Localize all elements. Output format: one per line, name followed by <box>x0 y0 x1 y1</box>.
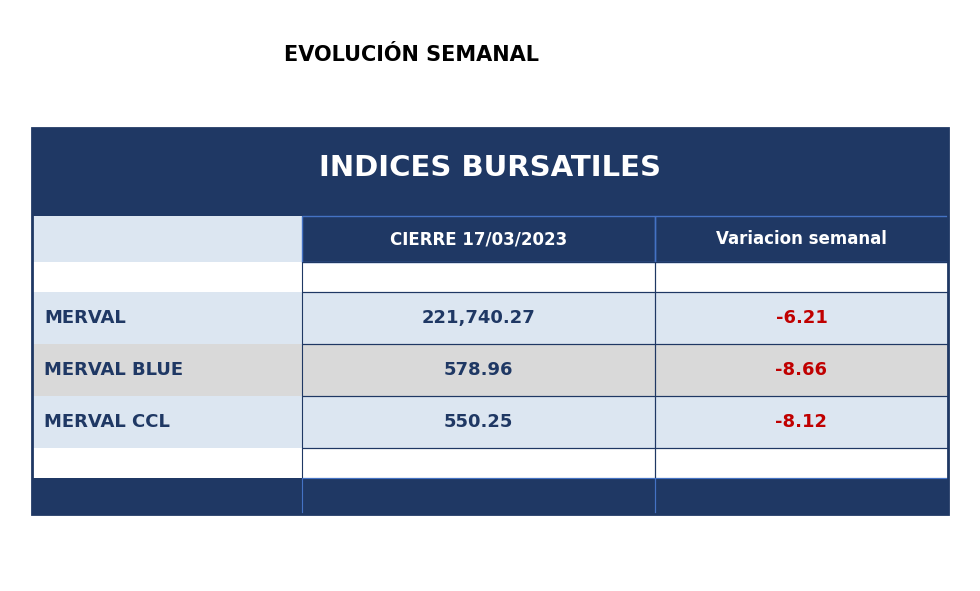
Text: MERVAL CCL: MERVAL CCL <box>44 413 170 431</box>
Text: 578.96: 578.96 <box>444 361 514 379</box>
Text: INDICES BURSATILES: INDICES BURSATILES <box>319 154 661 182</box>
Bar <box>32 292 302 344</box>
Bar <box>655 396 948 448</box>
Text: -8.12: -8.12 <box>775 413 827 431</box>
Bar <box>32 448 948 478</box>
Bar <box>302 216 655 262</box>
Bar <box>655 448 948 478</box>
Bar <box>302 292 655 344</box>
Text: Variacion semanal: Variacion semanal <box>716 230 887 248</box>
Bar <box>655 396 948 448</box>
Bar <box>655 216 948 262</box>
Text: 221,740.27: 221,740.27 <box>421 309 535 327</box>
Bar <box>32 128 948 208</box>
Bar <box>655 344 948 396</box>
Text: 550.25: 550.25 <box>444 413 514 431</box>
Bar <box>32 262 948 292</box>
Bar <box>32 478 948 514</box>
Bar <box>302 262 655 292</box>
Bar <box>302 448 655 478</box>
Text: MERVAL: MERVAL <box>44 309 125 327</box>
Bar <box>302 396 655 448</box>
Bar <box>655 292 948 344</box>
Text: -8.66: -8.66 <box>775 361 827 379</box>
Bar <box>655 262 948 292</box>
Bar <box>655 216 948 262</box>
Bar <box>302 344 655 396</box>
Bar <box>32 396 302 448</box>
Bar <box>655 292 948 344</box>
Bar <box>655 344 948 396</box>
Text: CIERRE 17/03/2023: CIERRE 17/03/2023 <box>390 230 567 248</box>
Text: -6.21: -6.21 <box>775 309 827 327</box>
Bar <box>302 216 655 262</box>
Text: MERVAL BLUE: MERVAL BLUE <box>44 361 183 379</box>
Bar <box>302 478 655 514</box>
Bar <box>32 344 302 396</box>
Text: EVOLUCIÓN SEMANAL: EVOLUCIÓN SEMANAL <box>284 45 539 65</box>
Bar <box>302 292 655 344</box>
Bar <box>302 396 655 448</box>
Bar <box>655 478 948 514</box>
Bar <box>302 344 655 396</box>
Bar <box>32 216 302 262</box>
Bar <box>32 128 948 514</box>
Bar <box>32 208 948 216</box>
